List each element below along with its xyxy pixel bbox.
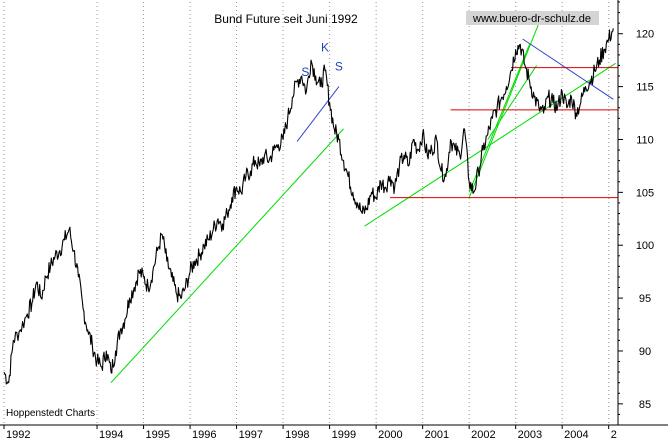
x-tick-label: 2000 [378,429,402,440]
x-tick-label: 1999 [332,429,356,440]
trendline [296,86,340,142]
x-tick-label: 1994 [99,429,123,440]
watermark-text: www.buero-dr-schulz.de [472,13,591,25]
x-tick-label: 2 [611,429,617,440]
x-tick-label: 2001 [425,429,449,440]
y-tick-label: 100 [636,240,654,252]
y-tick-label: 90 [639,346,651,358]
x-tick-label: 2004 [564,429,588,440]
x-tick-label: 1995 [146,429,170,440]
pattern-label: S [301,65,309,79]
x-tick-label: 1996 [192,429,216,440]
price-series [3,28,614,385]
y-tick-label: 95 [639,293,651,305]
trendline [110,128,344,384]
y-tick-label: 110 [636,134,654,146]
trendlines [110,22,618,384]
watermark: www.buero-dr-schulz.de [466,11,599,25]
chart-title: Bund Future seit Juni 1992 [214,12,358,26]
series-line [3,28,614,385]
x-tick-label: 1997 [239,429,263,440]
y-tick-label: 115 [636,82,654,94]
chart-credit: Hoppenstedt Charts [6,408,95,419]
x-tick-label: 1998 [285,429,309,440]
grid-lines [3,2,610,425]
pattern-label: S [335,60,343,74]
trendline [522,38,614,100]
trendline [468,22,540,198]
watermark-box [466,11,599,25]
x-tick-label: 2002 [471,429,495,440]
y-tick-label: 105 [636,187,654,199]
x-tick-label: 2003 [518,429,542,440]
trendline [468,44,531,193]
pattern-annotations: SKS [301,41,343,79]
y-tick-label: 120 [636,29,654,41]
x-tick-label: 1992 [6,429,30,440]
pattern-label: K [321,41,329,55]
y-tick-label: 85 [639,399,651,411]
